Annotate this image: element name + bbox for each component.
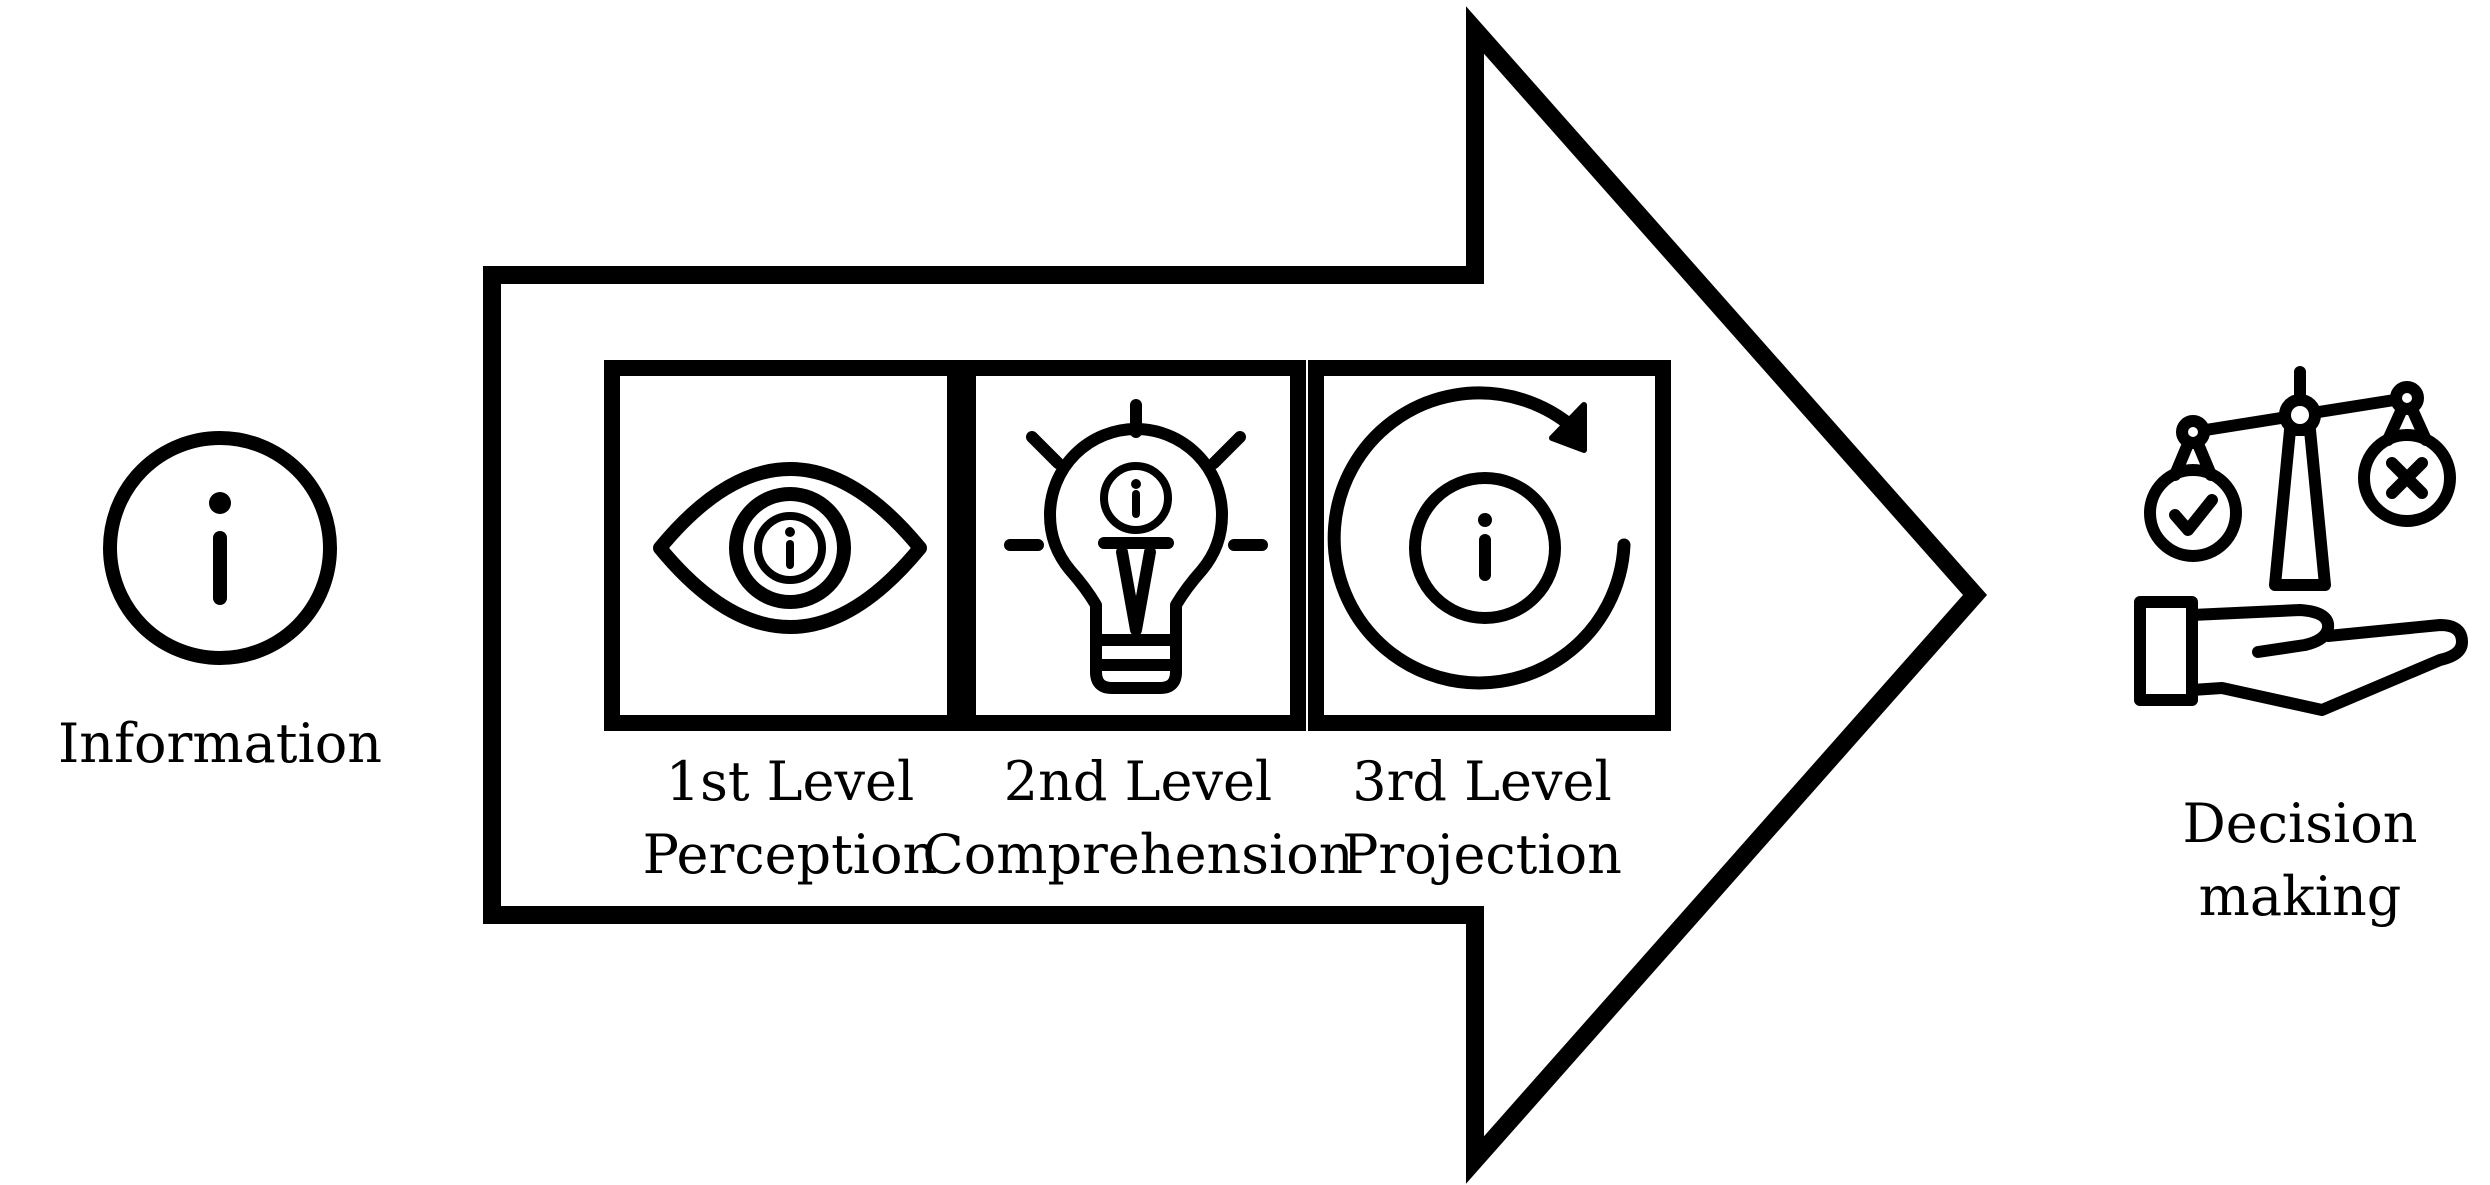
level-2-name: Comprehension [922,823,1353,886]
information-icon [103,431,337,665]
level-boxes [604,360,1671,731]
lightbulb-icon [1004,399,1268,694]
eye-icon [653,462,927,634]
process-arrow [483,6,1988,1184]
level-3-title: 3rd Level [1352,750,1611,813]
level-3-name: Projection [1342,823,1622,886]
level-1-name: Perception [643,823,938,886]
balance-scale-hand-icon [2134,366,2468,716]
level-box-2 [960,360,1306,731]
information-label: Information [58,712,382,775]
level-box-1 [604,360,963,731]
decision-label-line2: making [2199,865,2402,928]
level-2-title: 2nd Level [1004,750,1272,813]
level-1-title: 1st Level [666,750,914,813]
decision-label-line1: Decision [2182,792,2417,855]
level-box-3 [1308,360,1671,731]
refresh-info-icon [1327,386,1631,690]
